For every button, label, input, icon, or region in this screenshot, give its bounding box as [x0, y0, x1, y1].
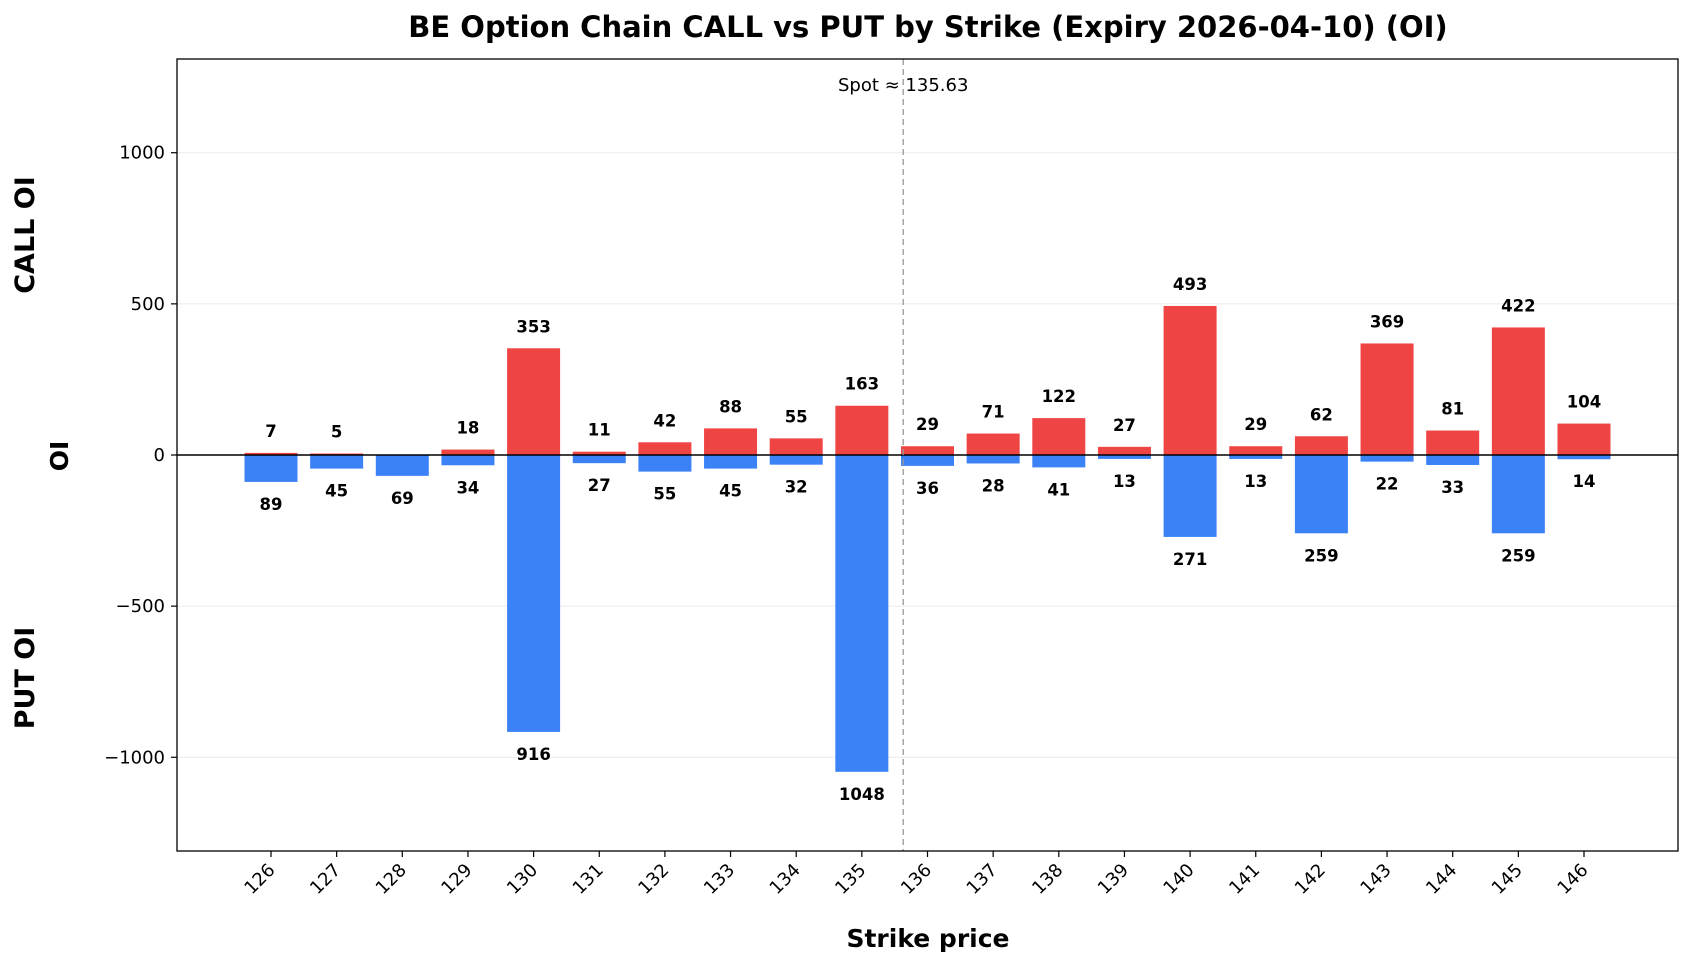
put-bar [704, 455, 758, 469]
put-value-label: 271 [1173, 550, 1207, 569]
call-bar [1163, 305, 1217, 455]
call-bar [704, 428, 758, 455]
put-value-label: 13 [1244, 472, 1267, 491]
put-value-label: 34 [456, 478, 479, 497]
put-bar [1360, 455, 1414, 462]
call-bar [769, 438, 823, 455]
put-bar [769, 455, 823, 465]
call-value-label: 7 [265, 422, 276, 441]
call-value-label: 29 [1244, 415, 1267, 434]
put-bar [966, 455, 1020, 464]
put-value-label: 259 [1501, 546, 1535, 565]
put-bar [310, 455, 364, 469]
call-value-label: 5 [331, 422, 342, 441]
call-bar [441, 449, 495, 455]
call-value-label: 104 [1567, 393, 1601, 412]
call-bar [835, 405, 889, 455]
grid-lines [177, 152, 1678, 758]
put-oi-side-label: PUT OI [10, 627, 41, 730]
call-value-label: 422 [1501, 296, 1535, 315]
put-bar [835, 455, 889, 772]
y-tick-label: 500 [131, 294, 165, 315]
put-value-label: 45 [719, 482, 742, 501]
put-value-label: 55 [653, 485, 676, 504]
call-bar [1032, 418, 1086, 455]
call-bar [1360, 343, 1414, 455]
call-bar [1557, 423, 1611, 455]
call-value-label: 29 [916, 415, 939, 434]
put-bar [507, 455, 561, 732]
put-bar [441, 455, 495, 466]
call-value-label: 122 [1042, 387, 1076, 406]
y-tick-label: −500 [116, 596, 165, 617]
put-value-label: 14 [1573, 472, 1596, 491]
call-bar [1491, 327, 1545, 455]
y-tick-label: 0 [154, 445, 165, 466]
put-value-label: 28 [982, 476, 1005, 495]
put-bar [572, 455, 626, 464]
call-value-label: 71 [982, 403, 1005, 422]
put-bar [375, 455, 429, 476]
call-value-label: 27 [1113, 416, 1136, 435]
call-value-label: 81 [1441, 400, 1464, 419]
put-value-label: 36 [916, 479, 939, 498]
put-bar [1426, 455, 1480, 465]
y-tick-label: −1000 [104, 747, 165, 768]
call-bar [638, 442, 692, 455]
x-axis-title: Strike price [846, 924, 1009, 953]
call-bar [507, 348, 561, 455]
put-value-label: 22 [1376, 475, 1399, 494]
put-value-label: 33 [1441, 478, 1464, 497]
data-labels: 7 89 5 45 69 18 34 353 916 11 27 42 55 88 45 55 32 163 104… [260, 275, 1602, 804]
put-bar [901, 455, 954, 466]
call-bar [901, 446, 954, 455]
put-value-label: 41 [1047, 480, 1070, 499]
put-bar [638, 455, 692, 472]
call-bar [244, 452, 298, 455]
plot-frame [176, 58, 1679, 852]
call-bar [1294, 436, 1348, 455]
put-bar [1294, 455, 1348, 534]
put-bar [1163, 455, 1217, 537]
put-value-label: 1048 [839, 785, 885, 804]
call-bar [1426, 430, 1480, 455]
chart-title: BE Option Chain CALL vs PUT by Strike (E… [408, 10, 1447, 44]
put-value-label: 69 [391, 489, 414, 508]
y-tick-label: 1000 [119, 143, 165, 164]
bars [244, 305, 1611, 772]
call-bar [1097, 446, 1151, 455]
call-value-label: 11 [588, 421, 611, 440]
put-bar [1032, 455, 1086, 468]
put-bar [244, 455, 298, 482]
put-value-label: 45 [325, 482, 348, 501]
call-value-label: 55 [785, 407, 808, 426]
call-value-label: 353 [516, 317, 550, 336]
call-bar [572, 451, 626, 455]
put-value-label: 13 [1113, 472, 1136, 491]
call-value-label: 62 [1310, 405, 1333, 424]
put-value-label: 259 [1304, 546, 1338, 565]
put-value-label: 89 [260, 495, 283, 514]
put-bar [1491, 455, 1545, 534]
call-value-label: 18 [456, 419, 479, 438]
y-axis-title: OI [45, 441, 74, 472]
put-value-label: 27 [588, 476, 611, 495]
put-bar [1557, 455, 1611, 460]
put-value-label: 32 [785, 478, 808, 497]
call-value-label: 493 [1173, 275, 1207, 294]
put-bar [1097, 455, 1151, 459]
call-oi-side-label: CALL OI [10, 176, 41, 294]
spot-label: Spot ≈ 135.63 [838, 75, 968, 96]
call-value-label: 88 [719, 397, 742, 416]
put-bar [1229, 455, 1283, 459]
put-value-label: 916 [516, 745, 550, 764]
call-value-label: 369 [1370, 312, 1404, 331]
call-value-label: 163 [845, 375, 879, 394]
reference-lines [177, 59, 1678, 851]
call-value-label: 42 [653, 411, 676, 430]
call-bar [1229, 446, 1283, 455]
call-bar [966, 433, 1020, 455]
